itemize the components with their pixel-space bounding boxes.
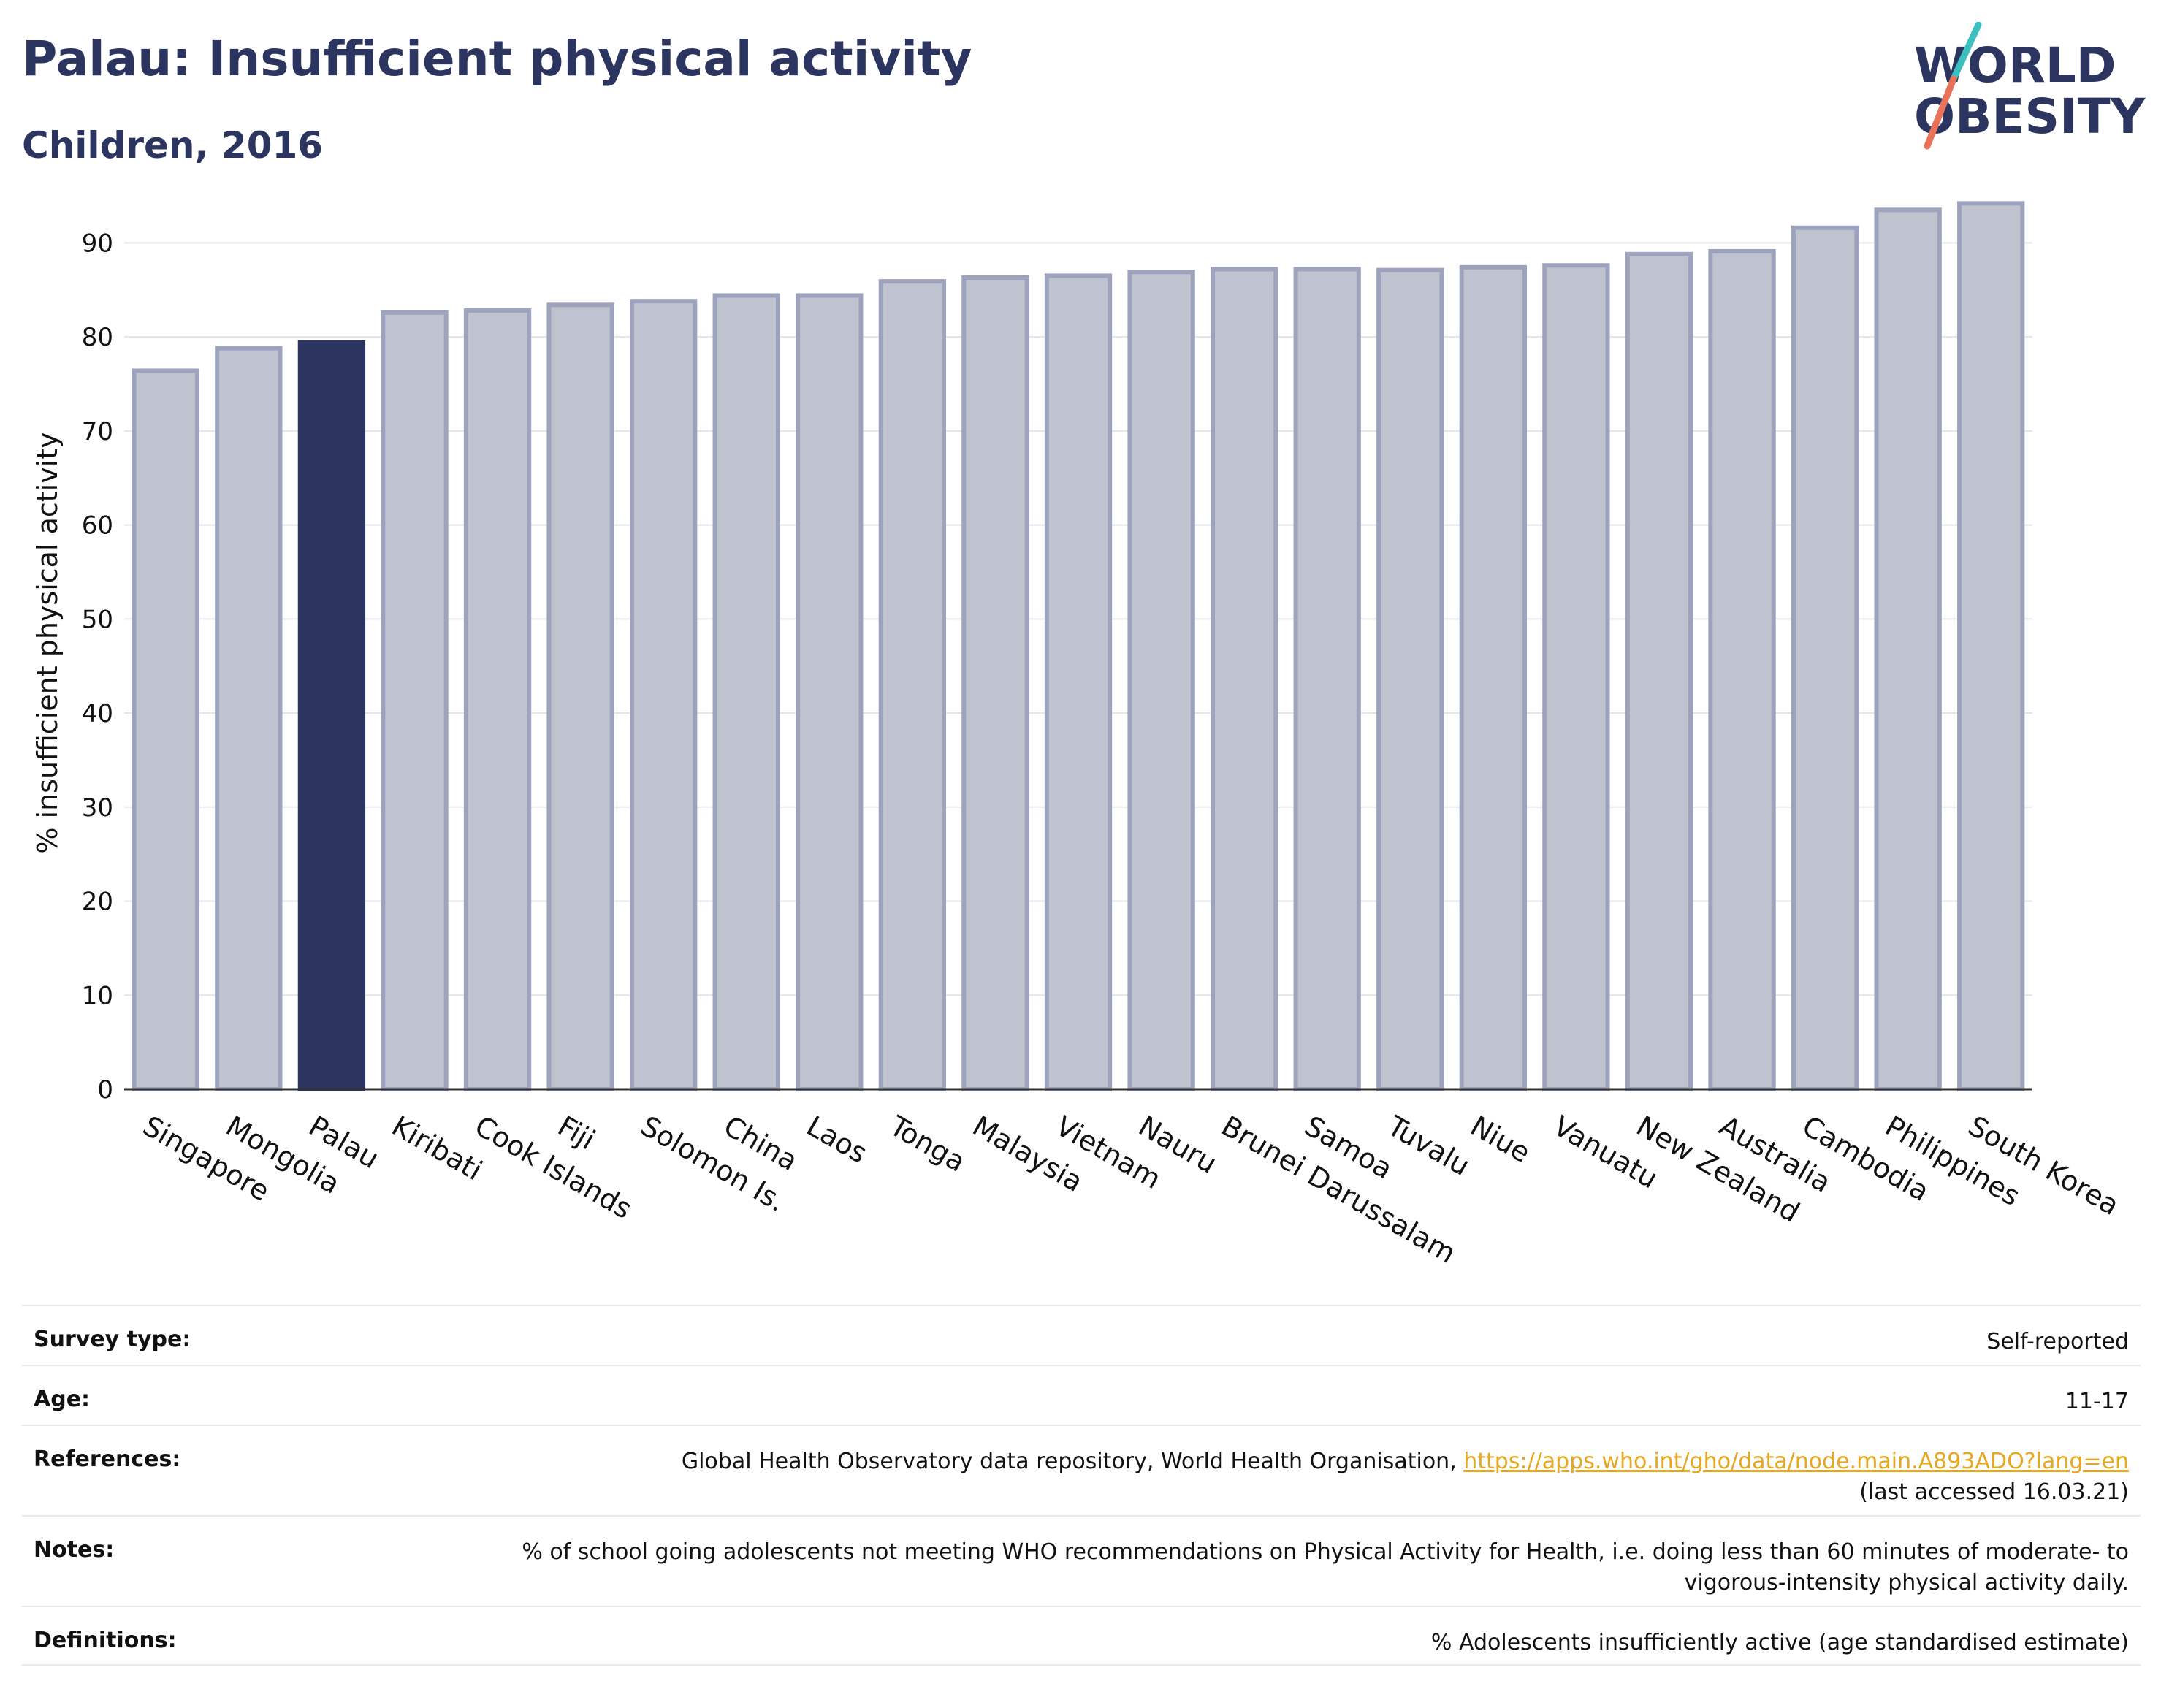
info-row: Definitions: % Adolescents insufficiently…	[22, 1606, 2141, 1666]
logo-slash-teal	[1950, 22, 1982, 83]
info-row-value: Global Health Observatory data repositor…	[449, 1446, 2129, 1508]
bar-china	[712, 293, 780, 1091]
bar-vietnam	[1044, 273, 1113, 1092]
bar-philippines	[1874, 207, 1942, 1091]
info-row-value: 11-17	[449, 1387, 2129, 1417]
y-axis-label: % insufficient physical activity	[31, 432, 64, 853]
bar-malaysia	[961, 275, 1029, 1091]
y-tick-label: 40	[82, 699, 113, 728]
info-row-value-text: Self-reported	[1986, 1329, 2129, 1354]
logo-world-text: WORLD	[1914, 37, 2116, 94]
y-tick-label: 80	[82, 323, 113, 352]
bar-south-korea	[1957, 201, 2025, 1091]
x-tick-label: Tonga	[884, 1109, 971, 1178]
x-tick-label: Kiribati	[386, 1110, 488, 1186]
bar-cook-islands	[463, 308, 532, 1091]
bar-samoa	[1293, 267, 1361, 1091]
x-tick-label: Niue	[1465, 1110, 1536, 1169]
x-tick-label: Laos	[801, 1110, 873, 1170]
bar-kiribati	[381, 310, 449, 1092]
info-table: Survey type: Self-reported Age: 11-17 Refere…	[22, 1305, 2141, 1666]
info-row-value-text: 11-17	[2065, 1389, 2129, 1414]
y-tick-label: 90	[82, 229, 113, 258]
info-row-label: Definitions:	[34, 1628, 177, 1653]
y-tick-label: 60	[82, 511, 113, 541]
info-row-value: % Adolescents insufficiently active (age…	[449, 1628, 2129, 1658]
reference-link[interactable]: https://apps.who.int/gho/data/node.main.…	[1463, 1449, 2129, 1474]
bar-chart: 0 10 20 30 40 50 60 70 80 90 SingaporeMongoliaPal…	[31, 201, 2124, 1270]
y-tick-label: 50	[82, 605, 113, 634]
y-tick-labels: 0 10 20 30 40 50 60 70 80 90	[82, 229, 113, 1105]
bar-niue	[1459, 264, 1527, 1092]
info-row-extra: (last accessed 16.03.21)	[1859, 1479, 2129, 1505]
y-tick-label: 30	[82, 793, 113, 823]
info-row-value: Self-reported	[449, 1327, 2129, 1357]
bar-cambodia	[1791, 225, 1859, 1092]
x-tick-label: Tuvalu	[1381, 1109, 1475, 1182]
chart-subtitle: Children, 2016	[22, 124, 324, 167]
info-row-value: % of school going adolescents not meetin…	[449, 1537, 2129, 1598]
info-row-value-text: % Adolescents insufficiently active (age…	[1430, 1630, 2129, 1655]
bars	[132, 201, 2025, 1092]
y-tick-label: 20	[82, 888, 113, 917]
logo-slash-red	[1924, 75, 1957, 150]
world-obesity-logo: WORLD OBESITY	[1914, 22, 2146, 150]
bar-singapore	[132, 368, 199, 1092]
bar-vanuatu	[1542, 263, 1610, 1091]
info-row-label: Age:	[34, 1387, 91, 1412]
info-row: Age: 11-17	[22, 1365, 2141, 1425]
bar-nauru	[1127, 270, 1195, 1091]
y-tick-label: 70	[82, 417, 113, 446]
bar-fiji	[546, 302, 614, 1092]
bar-tonga	[878, 279, 947, 1091]
y-tick-label: 10	[82, 981, 113, 1010]
bar-laos	[796, 293, 864, 1091]
bar-new-zealand	[1625, 251, 1693, 1091]
bar-australia	[1708, 248, 1776, 1092]
info-row-value-text: Global Health Observatory data repositor…	[681, 1449, 1464, 1474]
logo-obesity-text: OBESITY	[1914, 88, 2146, 145]
info-row-label: References:	[34, 1446, 181, 1472]
info-row: Survey type: Self-reported	[22, 1305, 2141, 1365]
bar-brunei-darussalam	[1210, 267, 1278, 1091]
x-tick-label: Fiji	[552, 1110, 601, 1156]
bar-mongolia	[215, 346, 283, 1091]
bar-palau	[297, 340, 366, 1091]
x-tick-label: Cook Islands	[470, 1110, 638, 1225]
chart-title: Palau: Insufficient physical activity	[22, 31, 972, 87]
y-tick-label: 0	[97, 1075, 113, 1105]
info-row-label: Survey type:	[34, 1327, 191, 1352]
info-row-value-text: % of school going adolescents not meetin…	[522, 1539, 2129, 1595]
bar-tuvalu	[1376, 267, 1444, 1091]
info-row: Notes: % of school going adolescents not …	[22, 1515, 2141, 1606]
bar-solomon-is	[630, 299, 698, 1091]
info-row: References: Global Health Observatory dat…	[22, 1425, 2141, 1515]
info-row-label: Notes:	[34, 1537, 115, 1563]
